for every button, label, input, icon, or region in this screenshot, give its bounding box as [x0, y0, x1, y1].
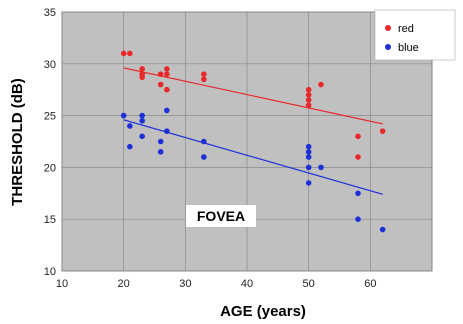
legend-red-marker — [385, 25, 391, 31]
red-data-point — [157, 71, 164, 77]
blue-data-point — [305, 149, 312, 155]
data-points — [120, 50, 386, 233]
red-data-point — [201, 71, 207, 77]
red-data-point — [305, 86, 312, 93]
y-tick-label: 20 — [44, 162, 56, 174]
blue-data-point — [120, 112, 127, 119]
blue-data-point — [201, 138, 207, 145]
red-data-point — [305, 102, 312, 109]
blue-data-point — [305, 154, 312, 160]
blue-data-point — [157, 149, 164, 155]
blue-data-point — [379, 226, 386, 233]
x-tick-label: 50 — [303, 278, 315, 290]
red-data-point — [355, 154, 361, 160]
blue-data-point — [139, 117, 145, 124]
x-tick-label: 30 — [179, 278, 191, 290]
y-tick-label: 15 — [44, 214, 56, 226]
y-axis-ticks: 10 15 20 25 30 35 — [44, 7, 56, 278]
legend: red blue — [374, 9, 456, 61]
y-tick-label: 10 — [44, 266, 56, 278]
blue-data-point — [139, 112, 145, 119]
legend-blue-marker — [385, 44, 391, 50]
y-tick-label: 35 — [44, 7, 56, 19]
blue-data-point — [164, 128, 170, 134]
red-data-point — [139, 66, 145, 72]
y-tick-label: 30 — [44, 59, 56, 71]
blue-data-point — [305, 164, 312, 171]
blue-data-point — [305, 180, 312, 186]
x-axis-title: AGE (years) — [220, 303, 306, 320]
legend-red-label: red — [398, 23, 414, 35]
red-trend-line — [123, 67, 383, 125]
red-data-point — [120, 50, 127, 57]
red-data-point — [164, 86, 170, 93]
blue-data-point — [201, 154, 207, 160]
x-tick-label: 20 — [118, 278, 130, 290]
x-tick-label: 40 — [241, 278, 253, 290]
red-data-point — [139, 74, 145, 81]
red-data-point — [355, 133, 361, 140]
blue-data-point — [355, 190, 361, 197]
red-data-point — [157, 81, 164, 88]
blue-data-point — [355, 216, 361, 222]
red-data-point — [305, 92, 312, 98]
x-tick-label: 10 — [56, 278, 68, 290]
red-data-point — [318, 81, 324, 88]
blue-data-point — [127, 143, 133, 150]
x-axis-ticks: 10 20 30 40 50 60 — [56, 278, 377, 290]
blue-data-point — [318, 164, 324, 171]
red-data-point — [127, 50, 133, 57]
y-tick-label: 25 — [44, 111, 56, 123]
annotation: FOVEA — [186, 205, 256, 227]
red-data-point — [305, 97, 312, 103]
annotation-box — [186, 205, 256, 227]
red-data-point — [164, 66, 170, 72]
blue-data-point — [305, 143, 312, 150]
red-data-point — [201, 76, 207, 83]
blue-data-point — [164, 107, 170, 114]
annotation-label: FOVEA — [197, 208, 245, 224]
legend-box — [374, 9, 456, 61]
blue-data-point — [127, 123, 133, 129]
legend-blue-label: blue — [398, 42, 419, 54]
red-data-point — [164, 71, 170, 77]
red-data-point — [379, 128, 386, 134]
blue-data-point — [157, 138, 164, 145]
blue-data-point — [139, 133, 145, 140]
y-axis-title: THRESHOLD (dB) — [9, 78, 26, 206]
x-tick-label: 60 — [364, 278, 376, 290]
